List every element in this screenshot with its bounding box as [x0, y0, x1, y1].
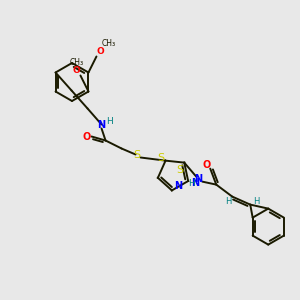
Text: N: N: [191, 178, 199, 188]
Text: S: S: [157, 153, 164, 163]
Text: N: N: [174, 182, 182, 191]
Text: O: O: [82, 131, 91, 142]
Text: H: H: [188, 179, 195, 188]
Text: O: O: [73, 66, 80, 75]
Text: N: N: [98, 119, 106, 130]
Text: S: S: [133, 151, 140, 160]
Text: O: O: [202, 160, 210, 170]
Text: H: H: [253, 197, 260, 206]
Text: S: S: [177, 165, 184, 175]
Text: N: N: [194, 174, 202, 184]
Text: CH₃: CH₃: [101, 39, 116, 48]
Text: CH₃: CH₃: [69, 58, 83, 67]
Text: H: H: [106, 117, 113, 126]
Text: H: H: [225, 197, 231, 206]
Text: O: O: [97, 47, 104, 56]
